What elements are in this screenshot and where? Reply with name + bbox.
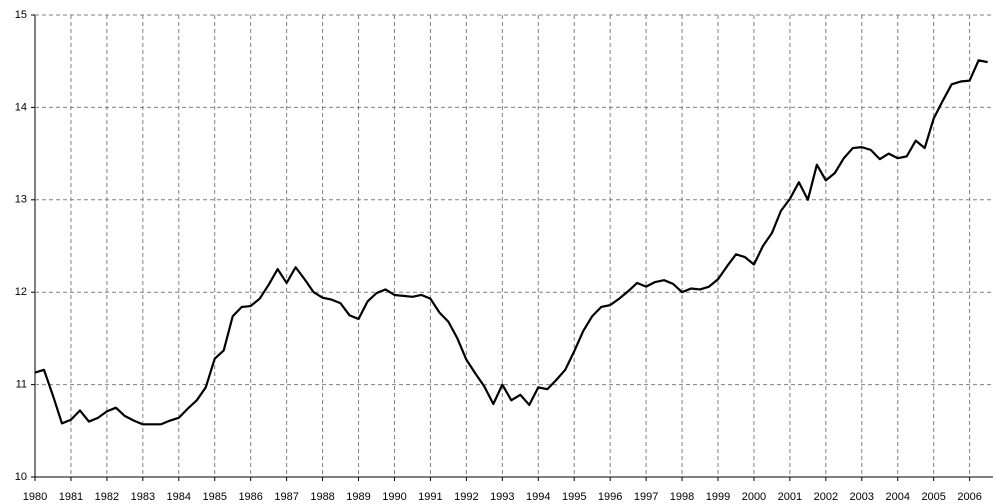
y-tick-label: 14 <box>15 101 27 113</box>
x-tick-label: 1996 <box>598 491 622 503</box>
x-tick-label: 1983 <box>131 491 155 503</box>
x-tick-label: 1999 <box>706 491 730 503</box>
x-tick-label: 2002 <box>814 491 838 503</box>
x-tick-label: 1985 <box>202 491 226 503</box>
x-tick-label: 1986 <box>238 491 262 503</box>
y-tick-label: 13 <box>15 194 27 206</box>
x-tick-label: 2003 <box>850 491 874 503</box>
y-tick-label: 12 <box>15 286 27 298</box>
x-tick-label: 1995 <box>562 491 586 503</box>
x-tick-label: 2004 <box>885 491 909 503</box>
y-tick-label: 11 <box>16 379 27 391</box>
x-tick-label: 1988 <box>310 491 334 503</box>
x-tick-label: 1998 <box>670 491 694 503</box>
y-tick-label: 10 <box>15 471 27 483</box>
x-tick-label: 1992 <box>454 491 478 503</box>
y-tick-label: 15 <box>15 9 27 21</box>
x-tick-label: 1981 <box>59 491 83 503</box>
x-tick-label: 1993 <box>490 491 514 503</box>
x-tick-label: 1994 <box>526 491 550 503</box>
x-tick-label: 1984 <box>167 491 191 503</box>
x-tick-label: 1982 <box>95 491 119 503</box>
x-tick-label: 2005 <box>921 491 945 503</box>
x-tick-label: 2001 <box>778 491 802 503</box>
x-tick-label: 1997 <box>634 491 658 503</box>
x-tick-label: 1980 <box>23 491 47 503</box>
x-tick-label: 1989 <box>346 491 370 503</box>
x-tick-label: 2000 <box>742 491 766 503</box>
data-line <box>34 59 988 426</box>
x-tick-label: 2006 <box>957 491 981 503</box>
x-tick-label: 1990 <box>382 491 406 503</box>
x-tick-label: 1991 <box>418 491 442 503</box>
x-tick-label: 1987 <box>274 491 298 503</box>
